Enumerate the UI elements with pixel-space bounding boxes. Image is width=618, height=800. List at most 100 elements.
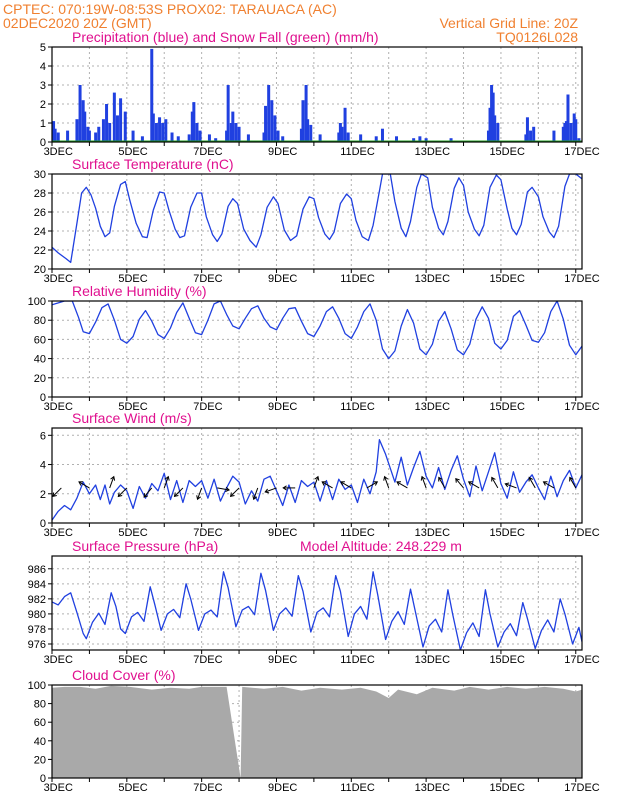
precip-bar	[154, 123, 158, 142]
wind-arrow-head	[314, 475, 320, 481]
y-tick-label: 984	[28, 579, 46, 591]
wind-arrow-shaft	[491, 477, 499, 489]
precip-bar	[496, 123, 500, 142]
wind-arrow-shaft	[253, 487, 259, 500]
wind-arrow-shaft	[230, 487, 240, 497]
precip-bar	[525, 117, 529, 142]
precip-bar	[561, 126, 565, 142]
precip-bar	[449, 138, 453, 142]
precip-bar	[304, 85, 308, 142]
y-tick-label: 3	[40, 80, 46, 92]
wind-arrow-shaft	[321, 481, 333, 489]
precip-bar	[529, 130, 533, 142]
precip-bar	[267, 85, 271, 142]
wind-arrow-head	[282, 485, 287, 491]
x-tick-label: 11DEC	[340, 654, 375, 666]
precip-bar	[119, 98, 123, 142]
y-tick-label: 6	[40, 430, 46, 442]
precip-bar	[418, 136, 422, 142]
precip-bar	[81, 100, 85, 142]
x-tick-label: 5DEC	[118, 146, 147, 158]
wind-arrow-shaft	[197, 487, 203, 500]
panel-title: Relative Humidity (%)	[72, 283, 207, 299]
precip-bar	[131, 130, 135, 142]
y-tick-label: 22	[34, 245, 46, 257]
precip-bar	[491, 92, 495, 142]
precip-bar	[164, 119, 168, 142]
wind-arrow-shaft	[438, 477, 446, 489]
precip-bar	[346, 132, 350, 142]
precip-bar	[229, 123, 233, 142]
precip-bar	[225, 130, 229, 142]
wind-arrow-shaft	[143, 487, 153, 498]
x-tick-label: 9DEC	[268, 401, 297, 413]
x-tick-label: 13DEC	[415, 782, 451, 794]
cloud-cover-area	[52, 685, 582, 778]
y-tick-label: 40	[34, 736, 46, 748]
precip-bar	[187, 134, 191, 142]
x-tick-label: 7DEC	[193, 782, 222, 794]
panel-title: Precipitation (blue) and Snow Fall (gree…	[72, 29, 379, 45]
x-tick-label: 5DEC	[118, 654, 147, 666]
x-tick-label: 15DEC	[489, 527, 525, 539]
x-tick-label: 3DEC	[44, 654, 73, 666]
precip-bar	[270, 100, 274, 142]
wind-arrow-shaft	[265, 487, 277, 493]
series-line	[52, 301, 582, 360]
y-tick-label: 60	[34, 334, 46, 346]
precip-bar	[246, 134, 250, 142]
series-line	[52, 439, 582, 521]
y-tick-label: 976	[28, 639, 46, 651]
panel-frame	[51, 555, 583, 651]
x-tick-label: 7DEC	[193, 273, 222, 285]
wind-arrow-head	[528, 476, 534, 482]
precip-bar	[151, 113, 155, 142]
precip-bar	[108, 123, 112, 142]
x-tick-label: 9DEC	[268, 146, 297, 158]
precip-bar	[359, 134, 363, 142]
y-tick-label: 20	[34, 264, 46, 276]
wind-arrow-head	[455, 477, 460, 483]
panel-frame	[51, 427, 583, 524]
wind-arrow-shaft	[313, 476, 319, 489]
header-station-line: CPTEC: 070:19W-08:53S PROX02: TARAUACA (…	[3, 1, 337, 17]
precip-bar	[75, 119, 79, 142]
wind-arrow-head	[173, 492, 179, 498]
precip-bar	[299, 128, 303, 142]
x-tick-label: 7DEC	[193, 401, 222, 413]
y-tick-label: 980	[28, 609, 46, 621]
wind-arrow-head	[110, 475, 116, 481]
wind-arrow-head	[143, 493, 149, 498]
x-tick-label: 9DEC	[268, 782, 297, 794]
panel-title: Surface Temperature (nC)	[72, 156, 234, 172]
x-tick-label: 13DEC	[415, 146, 451, 158]
precip-bar	[195, 123, 199, 142]
wind-arrow-shaft	[117, 487, 128, 497]
precip-bar	[493, 115, 497, 142]
x-tick-label: 17DEC	[564, 146, 600, 158]
precip-bar	[395, 136, 398, 142]
header-date-line: 02DEC2020 20Z (GMT)	[3, 15, 152, 31]
wind-arrow-head	[340, 481, 345, 486]
precip-bar	[276, 130, 280, 142]
y-tick-label: 986	[28, 564, 46, 576]
precip-bar	[190, 111, 194, 142]
wind-arrow-shaft	[569, 477, 577, 489]
precip-bar	[78, 85, 82, 142]
x-tick-label: 13DEC	[415, 654, 451, 666]
panel-frame	[51, 46, 583, 143]
wind-arrow-head	[420, 475, 426, 481]
precip-bar	[273, 115, 277, 142]
x-tick-label: 15DEC	[489, 401, 525, 413]
x-tick-label: 3DEC	[44, 782, 73, 794]
precip-bar	[552, 130, 556, 142]
wind-arrow-head	[542, 481, 548, 486]
precip-bar	[564, 121, 568, 142]
wind-arrow-head	[164, 475, 170, 481]
precip-bar	[158, 117, 162, 142]
precip-bar	[490, 85, 494, 142]
panel-subtitle: Model Altitude: 248.229 m	[300, 538, 462, 554]
y-tick-label: 1	[40, 118, 46, 130]
wind-arrow-shaft	[109, 476, 115, 489]
